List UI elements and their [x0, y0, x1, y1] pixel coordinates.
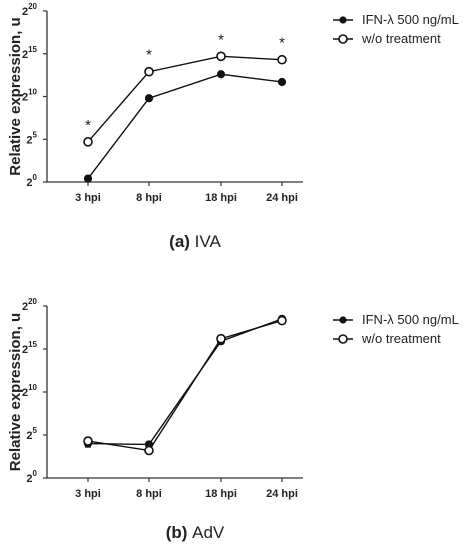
panel-caption: (a) IVA	[169, 232, 221, 251]
x-tick-label: 8 hpi	[136, 192, 162, 204]
data-point-open	[83, 436, 93, 446]
x-tick-label: 3 hpi	[75, 192, 101, 204]
legend-label: w/o treatment	[361, 31, 441, 46]
y-tick-exponent: 5	[33, 426, 38, 435]
x-tick-label: 24 hpi	[266, 192, 298, 204]
data-point-open	[277, 315, 287, 326]
x-tick-label: 18 hpi	[205, 192, 237, 204]
significance-star: *	[146, 47, 152, 64]
y-tick-label: 220	[22, 297, 38, 313]
y-tick-exponent: 0	[33, 173, 38, 182]
legend-label: IFN-λ 500 ng/mL	[362, 12, 459, 27]
series-line-0	[87, 318, 283, 446]
data-point-open	[144, 445, 154, 456]
data-point-open	[83, 137, 93, 147]
y-tick-label: 25	[26, 130, 37, 146]
panel-caption-text: IVA	[195, 232, 222, 251]
data-point-open	[144, 66, 154, 77]
y-tick-exponent: 10	[28, 88, 37, 97]
significance-star: *	[218, 31, 224, 48]
y-tick-label: 25	[26, 426, 37, 442]
y-tick-label: 20	[26, 173, 37, 189]
series-line-1	[87, 319, 283, 452]
chart-panel-0: 20 25 210 215 220 3 hpi 8 hpi 18 hpi 24 hpi Relat…	[7, 2, 459, 251]
significance-star: *	[85, 117, 91, 134]
legend-marker-filled	[339, 316, 347, 324]
panel-caption-text: AdV	[192, 523, 225, 542]
legend-label: IFN-λ 500 ng/mL	[362, 312, 459, 327]
x-tick-label: 18 hpi	[205, 488, 237, 500]
legend-marker-open	[338, 334, 348, 344]
legend-marker-open	[338, 34, 348, 44]
y-tick-exponent: 15	[28, 45, 37, 54]
data-point-filled	[144, 94, 154, 103]
y-tick-label: 210	[22, 88, 38, 104]
data-point-filled	[83, 174, 93, 183]
y-axis-label: Relative expression, u	[7, 313, 24, 471]
data-point-open	[216, 51, 226, 62]
data-point-open	[216, 333, 226, 344]
y-tick-label: 220	[22, 2, 38, 18]
y-tick-exponent: 10	[28, 383, 37, 392]
x-tick-label: 8 hpi	[136, 488, 162, 500]
series-line-1	[87, 55, 283, 143]
panel-caption-label: (a)	[169, 232, 195, 251]
y-tick-exponent: 20	[28, 2, 37, 11]
panel-caption: (b) AdV	[166, 523, 225, 542]
chart-panel-1: 20 25 210 215 220 3 hpi 8 hpi 18 hpi 24 hpi Relat…	[7, 297, 459, 542]
x-tick-label: 24 hpi	[266, 488, 298, 500]
series-line-0	[87, 73, 283, 180]
legend-marker-filled	[339, 16, 347, 24]
significance-star: *	[279, 35, 285, 52]
y-tick-exponent: 5	[33, 130, 38, 139]
legend-label: w/o treatment	[361, 331, 441, 346]
y-tick-exponent: 15	[28, 340, 37, 349]
y-axis-label: Relative expression, u	[7, 17, 24, 175]
data-point-filled	[216, 70, 226, 79]
data-point-open	[277, 54, 287, 65]
y-tick-label: 210	[22, 383, 38, 399]
y-tick-label: 20	[26, 469, 37, 485]
y-tick-exponent: 0	[33, 469, 38, 478]
data-point-filled	[277, 77, 287, 87]
panel-caption-label: (b)	[166, 523, 192, 542]
y-tick-exponent: 20	[28, 297, 37, 306]
y-tick-label: 215	[22, 45, 38, 61]
y-tick-label: 215	[22, 340, 38, 356]
x-tick-label: 3 hpi	[75, 488, 101, 500]
